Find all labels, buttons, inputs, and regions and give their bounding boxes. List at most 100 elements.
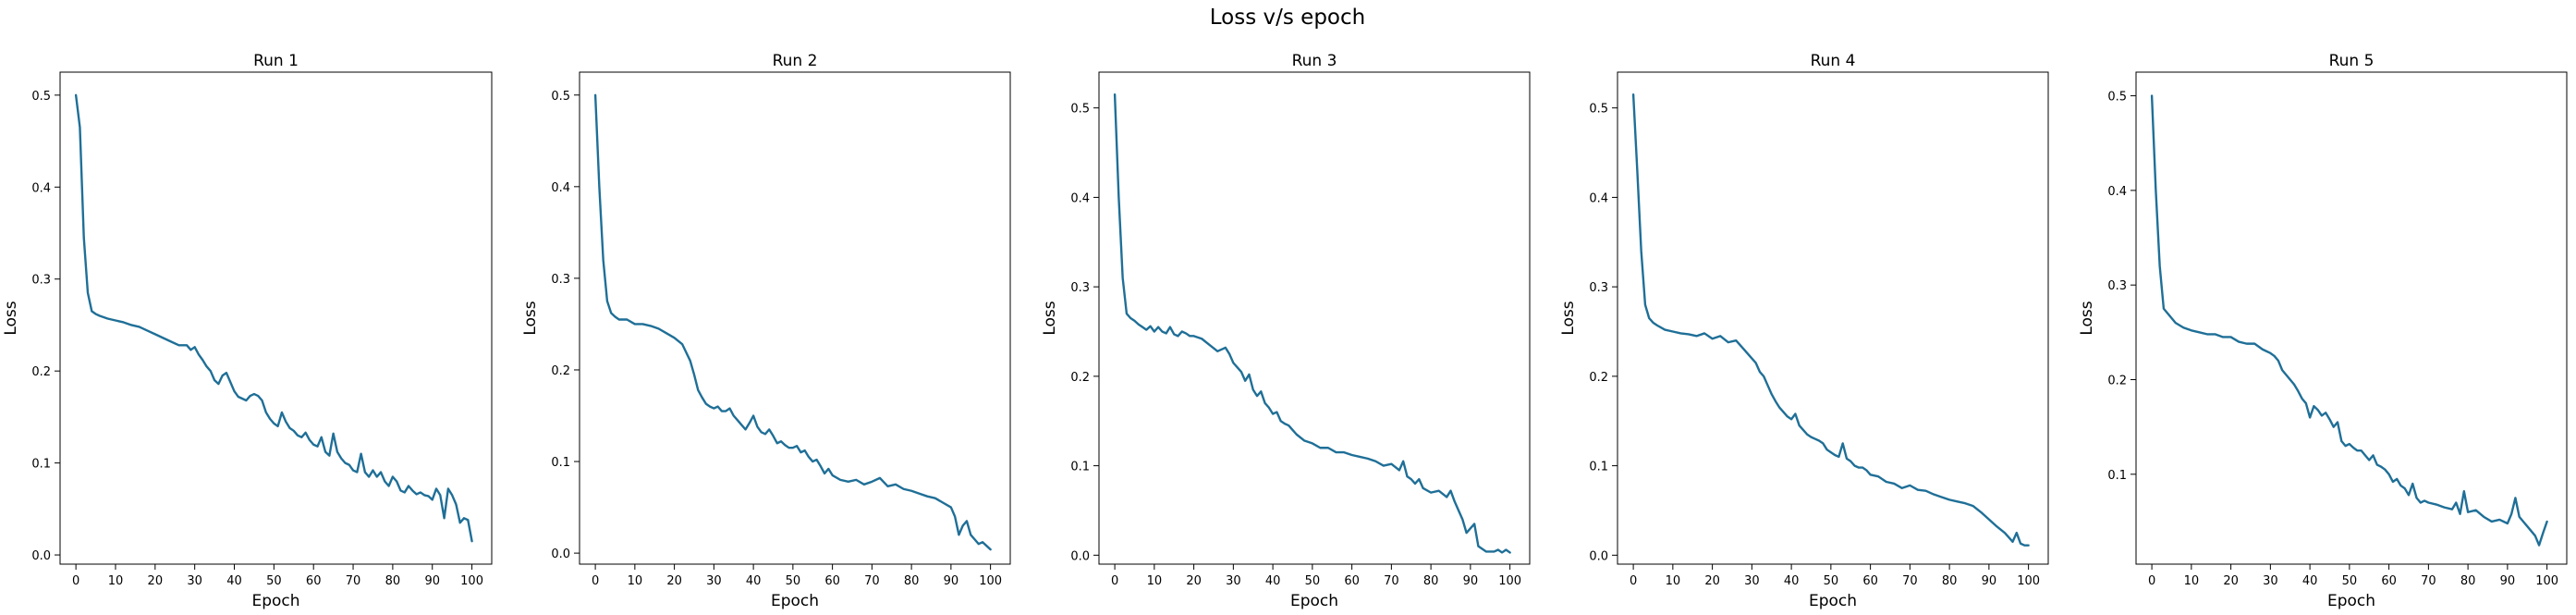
x-axis-label: Epoch [1290, 592, 1338, 610]
loss-series-line [74, 93, 473, 543]
y-tick-label: 0.0 [31, 549, 51, 563]
y-tick-label: 0.5 [1070, 103, 1090, 117]
y-tick-label: 0.0 [1589, 549, 1608, 563]
x-tick-label: 100 [2535, 574, 2558, 588]
x-tick-label: 0 [1111, 574, 1118, 588]
x-tick-label: 70 [346, 574, 361, 588]
x-tick-label: 40 [2302, 574, 2318, 588]
x-tick-label: 40 [1265, 574, 1281, 588]
x-tick-label: 50 [786, 574, 801, 588]
x-tick-label: 30 [187, 574, 202, 588]
x-tick-label: 80 [1942, 574, 1958, 588]
x-tick-label: 30 [2263, 574, 2278, 588]
axes-frame [1098, 71, 1531, 565]
subplot-run-5: Run 5 0 10 20 30 40 50 60 70 80 90 100 0.1 0.2 0.3 0.4 0… [2078, 52, 2568, 610]
x-tick-label: 30 [706, 574, 722, 588]
x-tick-label: 60 [2381, 574, 2397, 588]
y-tick-label: 0.2 [551, 364, 570, 378]
y-tick-label: 0.5 [1589, 103, 1608, 117]
y-tick-label: 0.2 [31, 365, 51, 379]
x-tick-label: 90 [424, 574, 440, 588]
x-tick-label: 40 [1784, 574, 1800, 588]
y-tick-label: 0.3 [31, 274, 51, 288]
y-tick-label: 0.4 [551, 181, 570, 195]
x-tick-label: 100 [1498, 574, 1521, 588]
x-tick-label: 80 [904, 574, 920, 588]
x-tick-label: 60 [306, 574, 322, 588]
y-tick-label: 0.2 [1589, 371, 1608, 385]
y-tick-label: 0.2 [2107, 375, 2127, 388]
x-tick-label: 50 [1305, 574, 1321, 588]
x-tick-label: 40 [746, 574, 762, 588]
y-tick-label: 0.2 [1070, 371, 1090, 385]
x-tick-label: 10 [1147, 574, 1163, 588]
y-tick-label: 0.0 [551, 547, 570, 561]
y-tick-label: 0.3 [551, 273, 570, 287]
x-tick-label: 60 [1344, 574, 1360, 588]
x-tick-label: 0 [592, 574, 599, 588]
x-tick-label: 10 [628, 574, 643, 588]
y-axis-label: Loss [2, 301, 20, 335]
y-tick-label: 0.3 [1589, 281, 1608, 295]
y-tick-label: 0.4 [1070, 191, 1090, 205]
subplot-run-2: Run 2 0 10 20 30 40 50 60 70 80 90 100 0.0 0.1 0.2 0.3 0… [521, 52, 1011, 610]
x-tick-label: 90 [1463, 574, 1479, 588]
x-tick-label: 90 [1982, 574, 1997, 588]
x-tick-label: 50 [1824, 574, 1839, 588]
subplot-run-4: Run 4 0 10 20 30 40 50 60 70 80 90 100 0.0 0.1 0.2 0.3 0… [1559, 52, 2049, 610]
x-tick-label: 10 [108, 574, 124, 588]
x-tick-label: 0 [72, 574, 79, 588]
y-axis-label: Loss [521, 301, 540, 335]
x-tick-label: 0 [2148, 574, 2155, 588]
x-tick-label: 80 [1423, 574, 1439, 588]
y-tick-label: 0.1 [1070, 461, 1090, 474]
x-tick-label: 70 [1384, 574, 1399, 588]
subplot-grid: Run 10 10 20 30 40 50 60 70 80 90 1000.00.10.20.30… [2, 52, 2568, 610]
x-tick-label: 50 [2342, 574, 2358, 588]
subplot-title: Run 5 [2329, 52, 2375, 70]
figure-title: Loss v/s epoch [1210, 6, 1365, 30]
x-tick-label: 50 [266, 574, 282, 588]
y-tick-label: 0.4 [31, 181, 51, 195]
x-tick-label: 70 [1902, 574, 1918, 588]
x-tick-label: 100 [460, 574, 483, 588]
x-tick-label: 0 [1630, 574, 1637, 588]
x-tick-label: 80 [385, 574, 401, 588]
x-tick-label: 40 [226, 574, 242, 588]
y-axis-label: Loss [1041, 301, 1059, 335]
axes-frame [59, 71, 493, 565]
x-tick-label: 30 [1226, 574, 1241, 588]
y-tick-label: 0.5 [551, 90, 570, 104]
x-axis-label: Epoch [771, 592, 819, 610]
y-axis-label: Loss [2078, 301, 2096, 335]
subplot-run-1: Run 1 0 10 20 30 40 50 60 70 80 90 100 0.0 0.1 0.2 0.3 0… [2, 52, 493, 610]
axes-frame [1617, 71, 2049, 565]
y-tick-label: 0.1 [31, 458, 51, 472]
y-tick-label: 0.5 [31, 90, 51, 104]
x-tick-label: 10 [1666, 574, 1681, 588]
x-tick-label: 30 [1744, 574, 1760, 588]
x-tick-label: 10 [2184, 574, 2200, 588]
x-axis-label: Epoch [2327, 592, 2375, 610]
x-tick-label: 100 [979, 574, 1002, 588]
axes-frame [579, 71, 1011, 565]
y-tick-label: 0.1 [1589, 461, 1608, 474]
x-tick-label: 20 [1704, 574, 1720, 588]
x-tick-label: 20 [1186, 574, 1202, 588]
y-tick-label: 0.5 [2107, 91, 2127, 105]
loss-series-line [1113, 92, 1511, 554]
y-tick-label: 0.0 [1070, 549, 1090, 563]
y-tick-label: 0.1 [2107, 469, 2127, 483]
x-tick-label: 90 [944, 574, 959, 588]
y-tick-label: 0.4 [2107, 185, 2127, 199]
axes-frame [2135, 71, 2568, 565]
x-tick-label: 20 [2223, 574, 2239, 588]
subplot-title: Run 3 [1292, 52, 1337, 70]
y-tick-label: 0.3 [2107, 279, 2127, 293]
loss-series-line [1631, 92, 2030, 547]
x-axis-label: Epoch [251, 592, 299, 610]
y-tick-label: 0.1 [551, 456, 570, 470]
subplot-title: Run 2 [773, 52, 818, 70]
x-tick-label: 70 [864, 574, 880, 588]
